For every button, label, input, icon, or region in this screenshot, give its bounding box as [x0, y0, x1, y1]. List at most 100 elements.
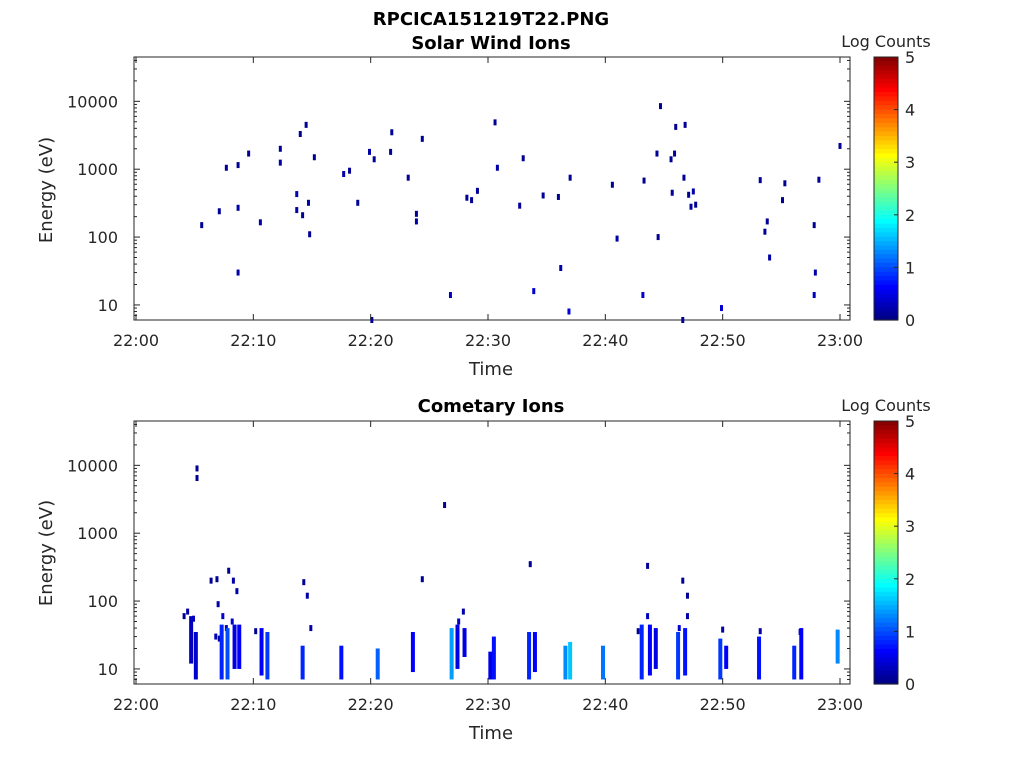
colorbar-segment: [874, 526, 898, 532]
count-cell: [518, 202, 522, 209]
count-cell: [817, 176, 821, 183]
colorbar-tick-label: 1: [905, 258, 915, 277]
colorbar-segment: [874, 574, 898, 580]
colorbar-segment: [874, 675, 898, 681]
count-cell: [683, 121, 687, 128]
colorbar-tick-label: 4: [905, 465, 915, 484]
x-tick-label: 22:50: [700, 695, 746, 714]
colorbar-tick-label: 2: [905, 206, 915, 225]
colorbar-segment: [874, 477, 898, 483]
colorbar-segment: [874, 210, 898, 216]
colorbar-segment: [874, 583, 898, 589]
count-cell: [781, 197, 785, 204]
colorbar-segment: [874, 236, 898, 242]
colorbar-segment: [874, 153, 898, 159]
colorbar-segment: [874, 271, 898, 277]
count-cell: [694, 201, 698, 208]
colorbar-segment: [874, 447, 898, 453]
y-axis-label: Energy (eV): [36, 500, 57, 606]
count-burst: [219, 624, 224, 680]
colorbar-segment: [874, 451, 898, 457]
y-tick-label: 10000: [67, 92, 118, 111]
count-cell: [685, 613, 689, 620]
count-burst: [491, 636, 496, 680]
count-burst: [676, 632, 681, 680]
count-cell: [414, 210, 418, 217]
count-burst: [339, 645, 344, 680]
count-cell: [308, 231, 312, 238]
count-cell: [646, 613, 650, 620]
colorbar-segment: [874, 192, 898, 198]
colorbar-segment: [874, 442, 898, 448]
colorbar-segment: [874, 214, 898, 220]
colorbar-segment: [874, 302, 898, 308]
count-burst: [647, 624, 652, 676]
count-cell: [235, 588, 239, 595]
count-cell: [521, 155, 525, 162]
count-cell: [495, 164, 499, 171]
count-cell: [758, 628, 762, 635]
count-burst: [653, 628, 658, 669]
count-cell: [247, 150, 251, 157]
count-cell: [367, 148, 371, 155]
count-cell: [372, 156, 376, 163]
colorbar-segment: [874, 473, 898, 479]
colorbar-segment: [874, 311, 898, 317]
colorbar-segment: [874, 464, 898, 470]
colorbar-segment: [874, 648, 898, 654]
count-cell: [231, 577, 235, 584]
colorbar-segment: [874, 482, 898, 488]
count-cell: [812, 222, 816, 229]
colorbar-segment: [874, 267, 898, 273]
colorbar-label: Log Counts: [841, 396, 931, 415]
y-tick-label: 10: [98, 296, 118, 315]
colorbar-segment: [874, 276, 898, 282]
count-burst: [455, 624, 460, 669]
colorbar-segment: [874, 179, 898, 185]
colorbar-frame: [873, 420, 899, 685]
colorbar-segment: [874, 631, 898, 637]
colorbar-segment: [874, 57, 898, 62]
count-cell: [278, 159, 282, 166]
y-tick-label: 100: [87, 592, 118, 611]
count-cell: [541, 192, 545, 199]
colorbar-segment: [874, 534, 898, 540]
count-cell: [783, 180, 787, 187]
count-burst: [835, 629, 840, 664]
y-tick-label: 100: [87, 228, 118, 247]
figure-title: RPCICA151219T22.PNG: [373, 9, 609, 30]
colorbar-segment: [874, 565, 898, 571]
count-burst: [532, 632, 537, 673]
colorbar-segment: [874, 640, 898, 646]
colorbar-segment: [874, 539, 898, 545]
count-cell: [348, 167, 352, 174]
colorbar-segment: [874, 622, 898, 628]
x-tick-label: 22:40: [582, 695, 628, 714]
count-burst: [600, 645, 605, 680]
colorbar-segment: [874, 100, 898, 106]
colorbar-segment: [874, 513, 898, 519]
colorbar-label: Log Counts: [841, 32, 931, 51]
colorbar-segment: [874, 105, 898, 111]
count-cell: [615, 235, 619, 242]
colorbar-segment: [874, 219, 898, 225]
count-cell: [215, 576, 219, 583]
colorbar-segment: [874, 666, 898, 672]
count-cell: [258, 219, 262, 226]
colorbar-segment: [874, 249, 898, 255]
count-cell: [475, 187, 479, 194]
colorbar-segment: [874, 670, 898, 676]
count-burst: [375, 648, 380, 680]
colorbar-segment: [874, 162, 898, 168]
count-burst: [193, 632, 198, 680]
count-cell: [200, 222, 204, 229]
count-cell: [389, 148, 393, 155]
count-cell: [813, 269, 817, 276]
plot-frame: [133, 420, 851, 685]
solar-wind-panel: Solar Wind Ions 22:00 22:10 22:20 22:30 22:4…: [36, 32, 931, 380]
count-cell: [342, 170, 346, 177]
count-cell: [656, 234, 660, 241]
count-burst: [237, 624, 242, 669]
count-cell: [236, 162, 240, 169]
